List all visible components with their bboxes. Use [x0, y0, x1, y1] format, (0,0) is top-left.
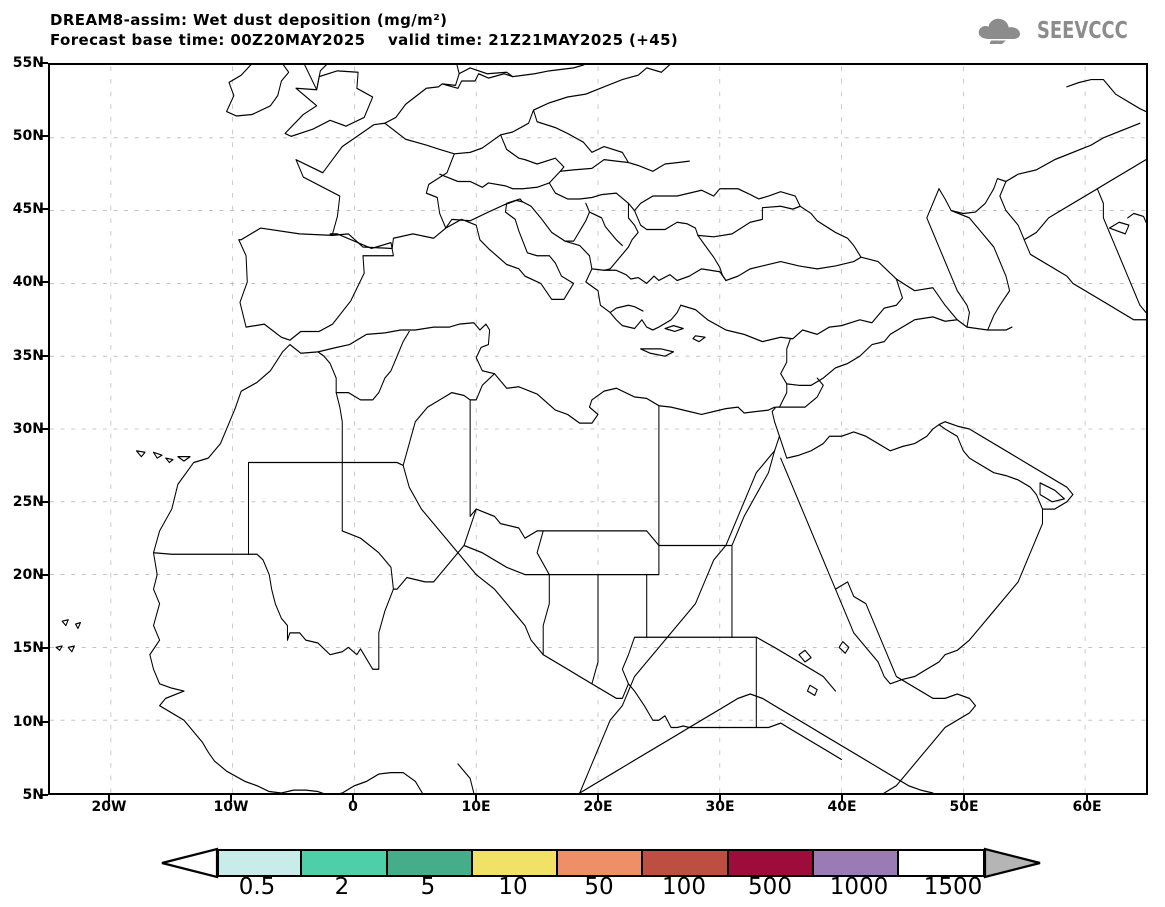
colorbar-label-5: 5: [420, 874, 436, 900]
colorbar-band-3: [472, 849, 559, 877]
colorbar-label-1000: 1000: [829, 874, 889, 900]
map-canvas: [50, 65, 1146, 793]
colorbar-under-arrow: [161, 847, 219, 879]
seevccc-logo: SEEVCCC: [975, 14, 1153, 48]
x-label-10E: 10E: [461, 799, 491, 815]
colorbar-label-2: 2: [334, 874, 350, 900]
colorbar-band-7: [814, 849, 900, 877]
y-label-15N: 15N: [12, 640, 44, 656]
colorbar-label-500: 500: [748, 874, 792, 900]
x-label-40E: 40E: [827, 799, 857, 815]
colorbar-label-50: 50: [584, 874, 614, 900]
y-label-35N: 35N: [12, 348, 44, 364]
colorbar-bands: [217, 849, 985, 877]
chart-header: DREAM8-assim: Wet dust deposition (mg/m²…: [0, 0, 1165, 60]
x-label-20E: 20E: [583, 799, 613, 815]
y-label-55N: 55N: [12, 55, 44, 71]
y-label-25N: 25N: [12, 494, 44, 510]
x-label-20W: 20W: [91, 799, 127, 815]
colorbar-band-6: [728, 849, 815, 877]
map-coastlines: [55, 65, 1146, 793]
chart-subtitle: Forecast base time: 00Z20MAY2025 valid t…: [50, 31, 679, 49]
colorbar: [161, 847, 1041, 879]
x-label-10W: 10W: [213, 799, 249, 815]
x-label-60E: 60E: [1072, 799, 1102, 815]
colorbar-label-1500: 1500: [923, 874, 983, 900]
y-label-5N: 5N: [22, 787, 44, 803]
y-label-30N: 30N: [12, 421, 44, 437]
y-label-10N: 10N: [12, 714, 44, 730]
chart-title: DREAM8-assim: Wet dust deposition (mg/m²…: [50, 11, 448, 29]
colorbar-label-0.5: 0.5: [238, 874, 276, 900]
y-label-45N: 45N: [12, 201, 44, 217]
map-gridlines: [50, 65, 1146, 793]
colorbar-band-1: [302, 849, 388, 877]
colorbar-band-5: [643, 849, 729, 877]
x-label-50E: 50E: [949, 799, 979, 815]
logo-text: SEEVCCC: [1036, 18, 1128, 44]
y-label-40N: 40N: [12, 274, 44, 290]
cloud-icon: [978, 18, 1020, 44]
x-label-0: 0: [348, 799, 358, 815]
colorbar-band-2: [387, 849, 473, 877]
colorbar-label-10: 10: [498, 874, 528, 900]
colorbar-band-4: [558, 849, 644, 877]
colorbar-band-0: [217, 849, 303, 877]
colorbar-over-arrow: [983, 847, 1041, 879]
y-label-50N: 50N: [12, 128, 44, 144]
y-label-20N: 20N: [12, 567, 44, 583]
map-plot-area[interactable]: [48, 63, 1148, 795]
x-label-30E: 30E: [705, 799, 735, 815]
colorbar-label-100: 100: [662, 874, 706, 900]
